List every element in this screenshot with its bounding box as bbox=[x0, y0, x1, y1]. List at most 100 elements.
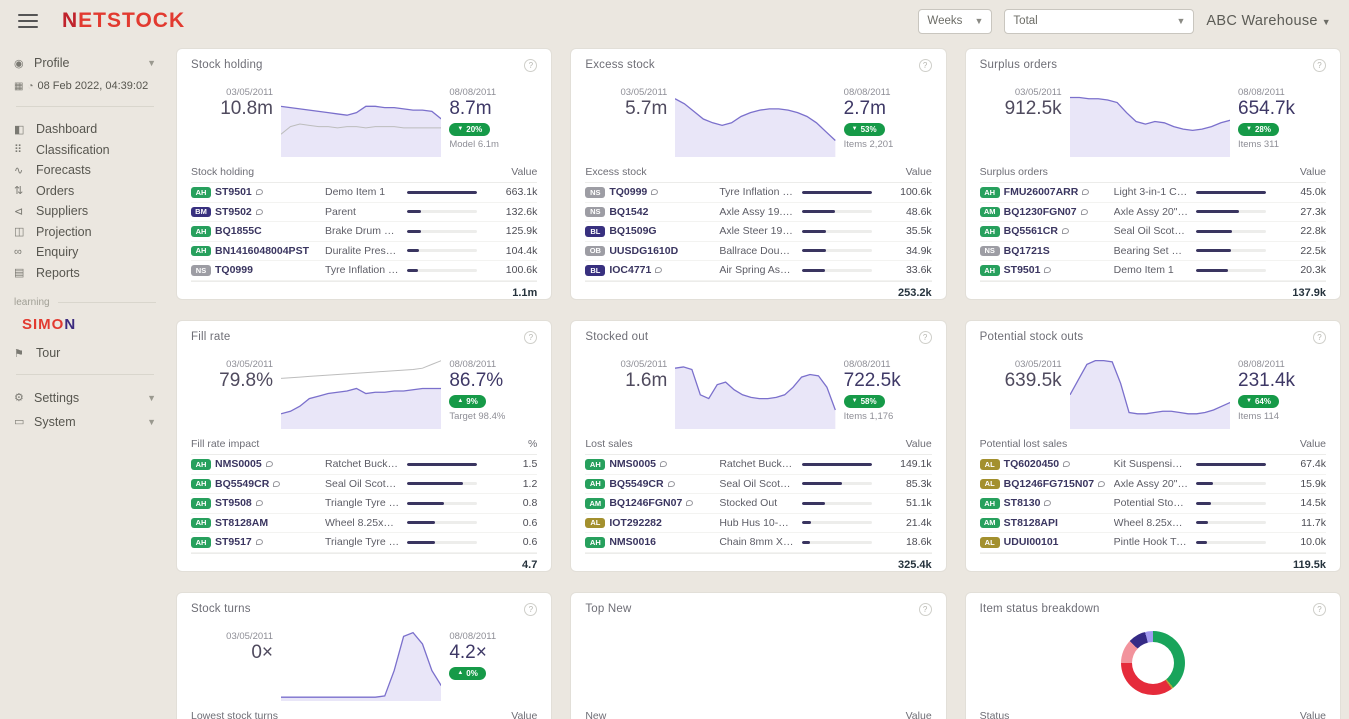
item-code-link[interactable]: TQ0999 bbox=[215, 264, 253, 277]
help-icon[interactable]: ? bbox=[918, 331, 932, 344]
sidebar-item-forecasts[interactable]: ∿ Forecasts bbox=[14, 160, 156, 181]
item-code-link[interactable]: BQ5549CR bbox=[609, 477, 664, 490]
table-row[interactable]: AH BQ1855C Brake Drum Special 5 Spoke D/d 1… bbox=[191, 222, 538, 242]
item-code-link[interactable]: NMS0005 bbox=[609, 458, 657, 471]
sidebar-item-reports[interactable]: ▤ Reports bbox=[14, 263, 156, 284]
help-icon[interactable]: ? bbox=[524, 59, 538, 72]
filter-select[interactable]: Total ▼ bbox=[1004, 8, 1195, 34]
sidebar-item-system[interactable]: ▭ System ▼ bbox=[14, 414, 156, 429]
item-code-link[interactable]: ST9502 bbox=[215, 205, 252, 218]
item-code-link[interactable]: ST8128API bbox=[1003, 516, 1058, 529]
start-value: 10.8m bbox=[220, 98, 273, 119]
item-code-link[interactable]: BQ1230FGN07 bbox=[1003, 205, 1077, 218]
table-row[interactable]: AH ST9501 Demo Item 1 20.3k bbox=[979, 261, 1326, 281]
item-code-link[interactable]: UDUI00101 bbox=[1003, 536, 1059, 549]
sparkline-chart bbox=[281, 353, 442, 429]
item-name: Tyre Inflation System Kit M... bbox=[325, 264, 407, 277]
item-code-link[interactable]: NMS0016 bbox=[609, 536, 657, 549]
item-code-link[interactable]: ST9508 bbox=[215, 497, 252, 510]
item-code-link[interactable]: ST8128AM bbox=[215, 516, 269, 529]
table-row[interactable]: AH BQ5549CR Seal Oil Scotseal 47697 1.2 bbox=[191, 475, 538, 494]
help-icon[interactable]: ? bbox=[1313, 603, 1326, 616]
item-code-link[interactable]: BQ5561CR bbox=[1003, 225, 1058, 238]
table-row[interactable]: AH ST8130 Potential Stock Out 14.5k bbox=[979, 494, 1326, 514]
sidebar-item-tour[interactable]: ⚑ Tour bbox=[14, 346, 61, 361]
item-code-link[interactable]: BQ1542 bbox=[609, 205, 649, 218]
table-total: 325.4k bbox=[585, 552, 932, 572]
item-code-link[interactable]: IOT292282 bbox=[609, 516, 662, 529]
table-title: Potential lost sales bbox=[979, 437, 1068, 450]
sidebar-item-settings[interactable]: ⚙ Settings ▼ bbox=[14, 390, 156, 405]
simon-logo[interactable]: SIMON bbox=[22, 316, 77, 333]
item-code-link[interactable]: IOC4771 bbox=[609, 264, 652, 277]
value-bar bbox=[407, 501, 487, 505]
sidebar-item-classification[interactable]: ⠿ Classification bbox=[14, 140, 156, 161]
help-icon[interactable]: ? bbox=[524, 603, 538, 616]
table-row[interactable]: AH ST9501 Demo Item 1 663.1k bbox=[191, 183, 538, 203]
sidebar-item-suppliers[interactable]: ⊲ Suppliers bbox=[14, 201, 156, 222]
help-icon[interactable]: ? bbox=[1313, 59, 1326, 72]
table-row[interactable]: AH BN1416048004PST Duralite Preset Hub Ass… bbox=[191, 242, 538, 261]
value-bar bbox=[1196, 540, 1276, 544]
help-icon[interactable]: ? bbox=[524, 331, 538, 344]
sidebar-item-dashboard[interactable]: ◧ Dashboard bbox=[14, 119, 156, 140]
menu-icon[interactable] bbox=[18, 14, 38, 28]
item-name: Duralite Preset Hub Assembl... bbox=[325, 244, 407, 257]
period-select[interactable]: Weeks ▼ bbox=[918, 8, 993, 34]
item-code-link[interactable]: BQ1855C bbox=[215, 225, 262, 238]
item-code-link[interactable]: TQ6020450 bbox=[1003, 458, 1060, 471]
item-code-link[interactable]: ST9501 bbox=[215, 186, 252, 199]
help-icon[interactable]: ? bbox=[918, 59, 932, 72]
table-row[interactable]: AH ST9517 Triangle Tyre 11r22.5 Tr668 0.6 bbox=[191, 533, 538, 553]
table-row[interactable]: AH ST9508 Triangle Tyre 275/70r22.5-1... 0.… bbox=[191, 494, 538, 514]
item-cell: NS BQ1542 bbox=[585, 206, 719, 218]
value-bar-track bbox=[407, 210, 478, 214]
help-icon[interactable]: ? bbox=[918, 603, 932, 616]
start-date: 03/05/2011 bbox=[620, 359, 668, 370]
arrow-down-icon: ▼ bbox=[457, 126, 464, 133]
item-code-link[interactable]: BN1416048004PST bbox=[215, 244, 309, 257]
value-bar bbox=[1196, 482, 1276, 486]
status-badge: AH bbox=[191, 459, 211, 470]
item-code-link[interactable]: BQ1509G bbox=[609, 225, 657, 238]
warehouse-selector[interactable]: ABC Warehouse ▼ bbox=[1206, 13, 1331, 29]
table-row[interactable]: AM BQ1246FGN07 Stocked Out 51.1k bbox=[585, 494, 932, 514]
item-code-link[interactable]: ST9501 bbox=[1003, 264, 1041, 277]
item-code-link[interactable]: NMS0005 bbox=[215, 458, 262, 471]
table-row[interactable]: BM ST9502 Parent 132.6k bbox=[191, 203, 538, 222]
item-code-link[interactable]: TQ0999 bbox=[609, 186, 648, 199]
item-code-link[interactable]: UUSDG1610D bbox=[609, 244, 679, 257]
sidebar-item-enquiry[interactable]: ∞ Enquiry bbox=[14, 242, 156, 263]
sidebar-item-orders[interactable]: ⇅ Orders bbox=[14, 181, 156, 202]
sidebar-item-projection[interactable]: ◫ Projection bbox=[14, 222, 156, 243]
item-code-link[interactable]: BQ1246FGN07 bbox=[609, 497, 683, 510]
table-row[interactable]: AH ST8128AM Wheel 8.25x22.5 10/285 Alum...… bbox=[191, 514, 538, 533]
help-icon[interactable]: ? bbox=[1313, 331, 1326, 344]
item-code-link[interactable]: ST8130 bbox=[1003, 497, 1041, 510]
item-code-link[interactable]: BQ1721S bbox=[1003, 244, 1050, 257]
item-code-link[interactable]: BQ1246FG715N07 bbox=[1003, 477, 1095, 490]
item-code-link[interactable]: FMU26007ARR bbox=[1003, 186, 1079, 199]
sidebar-profile[interactable]: ◉ Profile ▼ bbox=[14, 52, 156, 74]
item-code-link[interactable]: ST9517 bbox=[215, 536, 252, 549]
item-code-link[interactable]: BQ5549CR bbox=[215, 477, 270, 490]
